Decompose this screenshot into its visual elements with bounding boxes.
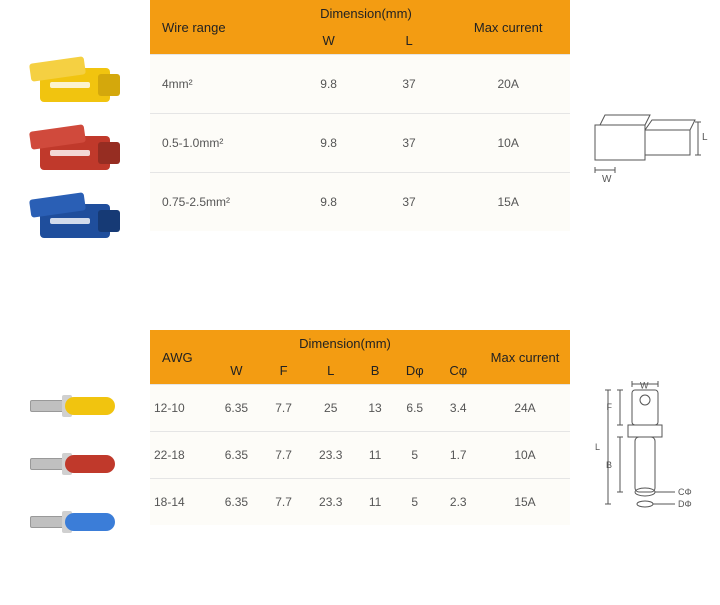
cell-c: 3.4 bbox=[436, 385, 480, 432]
cell-d: 6.5 bbox=[393, 385, 436, 432]
cell-w: 6.35 bbox=[210, 385, 263, 432]
cell-w: 9.8 bbox=[286, 173, 372, 232]
cell-c: 2.3 bbox=[436, 479, 480, 526]
schematic2-d-label: DΦ bbox=[678, 499, 692, 509]
table2-sub-d: Dφ bbox=[393, 357, 436, 385]
table2-sub-w: W bbox=[210, 357, 263, 385]
table-row: 0.5-1.0mm² 9.8 37 10A bbox=[150, 114, 570, 173]
cell-max: 15A bbox=[446, 173, 570, 232]
table2: AWG Dimension(mm) Max current W F L B Dφ… bbox=[150, 330, 570, 525]
spade-image-column bbox=[0, 330, 150, 541]
cell-max: 10A bbox=[446, 114, 570, 173]
table-row: 12-10 6.35 7.7 25 13 6.5 3.4 24A bbox=[150, 385, 570, 432]
table2-sub-b: B bbox=[357, 357, 393, 385]
cell-awg: 12-10 bbox=[150, 385, 210, 432]
cell-max: 20A bbox=[446, 55, 570, 114]
cell-max: 15A bbox=[480, 479, 570, 526]
table-row: 0.75-2.5mm² 9.8 37 15A bbox=[150, 173, 570, 232]
schematic2-b-label: B bbox=[606, 460, 612, 470]
table1-col-wire: Wire range bbox=[150, 0, 286, 55]
section-spade: AWG Dimension(mm) Max current W F L B Dφ… bbox=[0, 330, 720, 543]
cell-d: 5 bbox=[393, 432, 436, 479]
spade-terminal-red bbox=[20, 443, 130, 483]
table2-col-max: Max current bbox=[480, 330, 570, 385]
cell-b: 11 bbox=[357, 432, 393, 479]
cell-d: 5 bbox=[393, 479, 436, 526]
schematic1-w-label: W bbox=[602, 174, 612, 185]
table1-col-max: Max current bbox=[446, 0, 570, 55]
schematic2-c-label: CΦ bbox=[678, 487, 692, 497]
table2-sub-c: Cφ bbox=[436, 357, 480, 385]
cell-c: 1.7 bbox=[436, 432, 480, 479]
schematic2-l-label: L bbox=[595, 442, 600, 452]
cell-w: 6.35 bbox=[210, 432, 263, 479]
table-row: 22-18 6.35 7.7 23.3 11 5 1.7 10A bbox=[150, 432, 570, 479]
cell-max: 24A bbox=[480, 385, 570, 432]
section-ttap: Wire range Dimension(mm) Max current W L… bbox=[0, 0, 720, 290]
ttap-image-column bbox=[0, 0, 150, 246]
table1-col-dim: Dimension(mm) bbox=[286, 0, 447, 27]
table2-sub-f: F bbox=[263, 357, 305, 385]
table1: Wire range Dimension(mm) Max current W L… bbox=[150, 0, 570, 231]
cell-w: 9.8 bbox=[286, 55, 372, 114]
cell-max: 10A bbox=[480, 432, 570, 479]
schematic2-w-label: W bbox=[640, 380, 649, 390]
table-row: 18-14 6.35 7.7 23.3 11 5 2.3 15A bbox=[150, 479, 570, 526]
cell-l: 37 bbox=[372, 55, 447, 114]
cell-l: 23.3 bbox=[304, 479, 357, 526]
cell-awg: 22-18 bbox=[150, 432, 210, 479]
cell-l: 25 bbox=[304, 385, 357, 432]
table-row: 4mm² 9.8 37 20A bbox=[150, 55, 570, 114]
schematic1-l-label: L bbox=[702, 132, 708, 143]
table2-col-awg: AWG bbox=[150, 330, 210, 385]
table2-sub-l: L bbox=[304, 357, 357, 385]
cell-wire: 0.5-1.0mm² bbox=[150, 114, 286, 173]
cell-b: 11 bbox=[357, 479, 393, 526]
ttap-connector-blue bbox=[20, 196, 130, 246]
cell-l: 23.3 bbox=[304, 432, 357, 479]
spade-terminal-blue bbox=[20, 501, 130, 541]
table1-wrap: Wire range Dimension(mm) Max current W L… bbox=[150, 0, 570, 231]
table1-sub-w: W bbox=[286, 27, 372, 55]
spade-terminal-yellow bbox=[20, 385, 130, 425]
cell-awg: 18-14 bbox=[150, 479, 210, 526]
cell-wire: 4mm² bbox=[150, 55, 286, 114]
cell-l: 37 bbox=[372, 114, 447, 173]
cell-f: 7.7 bbox=[263, 432, 305, 479]
table1-sub-l: L bbox=[372, 27, 447, 55]
cell-w: 9.8 bbox=[286, 114, 372, 173]
cell-f: 7.7 bbox=[263, 385, 305, 432]
cell-b: 13 bbox=[357, 385, 393, 432]
cell-l: 37 bbox=[372, 173, 447, 232]
cell-wire: 0.75-2.5mm² bbox=[150, 173, 286, 232]
schematic-ttap: W L bbox=[580, 100, 710, 193]
schematic-spade: W F L B CΦ DΦ bbox=[580, 380, 710, 543]
ttap-connector-yellow bbox=[20, 60, 130, 110]
cell-f: 7.7 bbox=[263, 479, 305, 526]
schematic2-f-label: F bbox=[607, 402, 613, 412]
table2-wrap: AWG Dimension(mm) Max current W F L B Dφ… bbox=[150, 330, 570, 525]
ttap-connector-red bbox=[20, 128, 130, 178]
cell-w: 6.35 bbox=[210, 479, 263, 526]
table2-col-dim: Dimension(mm) bbox=[210, 330, 480, 357]
